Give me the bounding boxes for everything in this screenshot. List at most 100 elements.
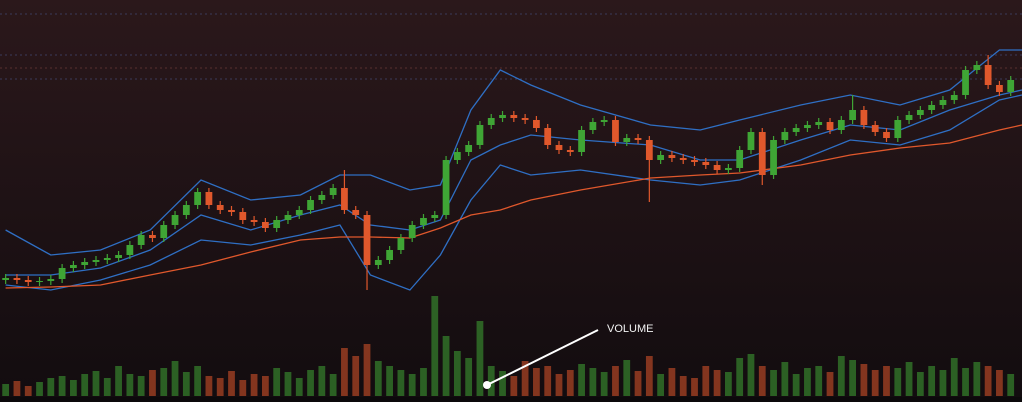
volume-bar xyxy=(103,378,111,396)
volume-bar xyxy=(487,366,495,396)
candle-body xyxy=(205,192,213,205)
volume-bar xyxy=(499,371,506,396)
candle-body xyxy=(273,220,281,228)
volume-bar xyxy=(804,368,811,396)
candle-body xyxy=(487,118,495,125)
candle-body xyxy=(431,215,439,218)
candle-body xyxy=(397,238,405,250)
volume-bar xyxy=(70,380,77,396)
volume-bar xyxy=(352,356,360,396)
volume-bar xyxy=(307,370,314,396)
candle-body xyxy=(81,262,89,265)
volume-bar xyxy=(431,296,439,396)
candle-body xyxy=(713,165,721,170)
candle-body xyxy=(499,115,506,118)
volume-bar xyxy=(81,374,89,396)
volume-bar xyxy=(724,372,732,396)
candle-body xyxy=(634,138,642,140)
volume-bar xyxy=(341,348,348,396)
volume-bar xyxy=(645,356,653,396)
volume-bar xyxy=(668,368,676,396)
volume-bar xyxy=(679,376,687,396)
volume-bar xyxy=(13,381,21,396)
annotation: VOLUME xyxy=(483,323,653,389)
volume-bar xyxy=(510,376,518,396)
volume-bar xyxy=(318,366,326,396)
volume-bar xyxy=(408,374,416,396)
volume-bar xyxy=(149,370,156,396)
candle-body xyxy=(374,260,382,265)
candle-body xyxy=(758,132,766,175)
candle-body xyxy=(182,205,190,215)
candle-body xyxy=(928,105,936,110)
volume-bar xyxy=(657,374,665,396)
candle-body xyxy=(1007,80,1015,92)
candle-body xyxy=(284,215,292,220)
volume-bar xyxy=(92,371,100,396)
candle-body xyxy=(736,150,744,168)
volume-bar xyxy=(205,376,213,396)
volume-bar xyxy=(58,376,66,396)
candle-body xyxy=(408,225,416,238)
candle-body xyxy=(160,225,168,238)
candle-body xyxy=(352,210,360,215)
candle-body xyxy=(724,168,732,170)
candle-body xyxy=(442,160,450,215)
candle-body xyxy=(58,268,66,279)
candle-body xyxy=(905,115,913,120)
volume-bar xyxy=(2,384,10,396)
candle-body xyxy=(962,70,969,95)
volume-bar xyxy=(194,366,202,396)
candle-body xyxy=(533,120,540,128)
volume-bar xyxy=(126,374,134,396)
volume-bar xyxy=(837,356,845,396)
candle-body xyxy=(916,110,924,115)
volume-bar xyxy=(894,368,902,396)
candle-body xyxy=(250,220,258,222)
candle-body xyxy=(691,160,698,162)
candle-body xyxy=(149,235,156,238)
candle-body xyxy=(589,122,597,130)
volume-bar xyxy=(747,354,755,396)
volume-bar xyxy=(939,370,947,396)
candle-body xyxy=(363,215,371,265)
candle-body xyxy=(837,120,845,130)
volume-bar xyxy=(578,364,585,396)
candle-body xyxy=(939,100,947,105)
overlay-line xyxy=(5,124,1022,289)
volume-bar xyxy=(713,370,721,396)
volume-bar xyxy=(521,361,529,396)
volume-bar xyxy=(533,368,540,396)
candle-body xyxy=(883,132,890,138)
annotation-line xyxy=(486,329,599,386)
candle-body xyxy=(103,258,111,260)
volume-bar xyxy=(24,386,32,396)
volume-bar xyxy=(216,378,224,396)
candle-body xyxy=(137,235,145,245)
candle-body xyxy=(578,130,585,152)
candle-body xyxy=(510,115,518,118)
candle-body xyxy=(770,140,777,175)
candle-body xyxy=(295,210,303,215)
volume-bar xyxy=(634,371,642,396)
volume-bar xyxy=(883,366,890,396)
candle-body xyxy=(307,200,314,210)
volume-bar xyxy=(420,368,427,396)
candle-body xyxy=(47,279,55,281)
volume-bar xyxy=(453,351,461,396)
volume-bar xyxy=(250,374,258,396)
candle-body xyxy=(612,120,619,142)
overlay-layer xyxy=(5,49,1022,291)
volume-bar xyxy=(962,368,969,396)
volume-bar xyxy=(860,364,868,396)
volume-bar xyxy=(239,380,247,396)
candle-body xyxy=(521,118,529,120)
candle-body xyxy=(115,255,122,258)
volume-bar xyxy=(702,366,710,396)
volume-bar xyxy=(792,374,800,396)
volume-bar xyxy=(137,376,145,396)
candle-body xyxy=(804,125,811,128)
volume-bar xyxy=(182,372,190,396)
volume-bar xyxy=(905,362,913,396)
